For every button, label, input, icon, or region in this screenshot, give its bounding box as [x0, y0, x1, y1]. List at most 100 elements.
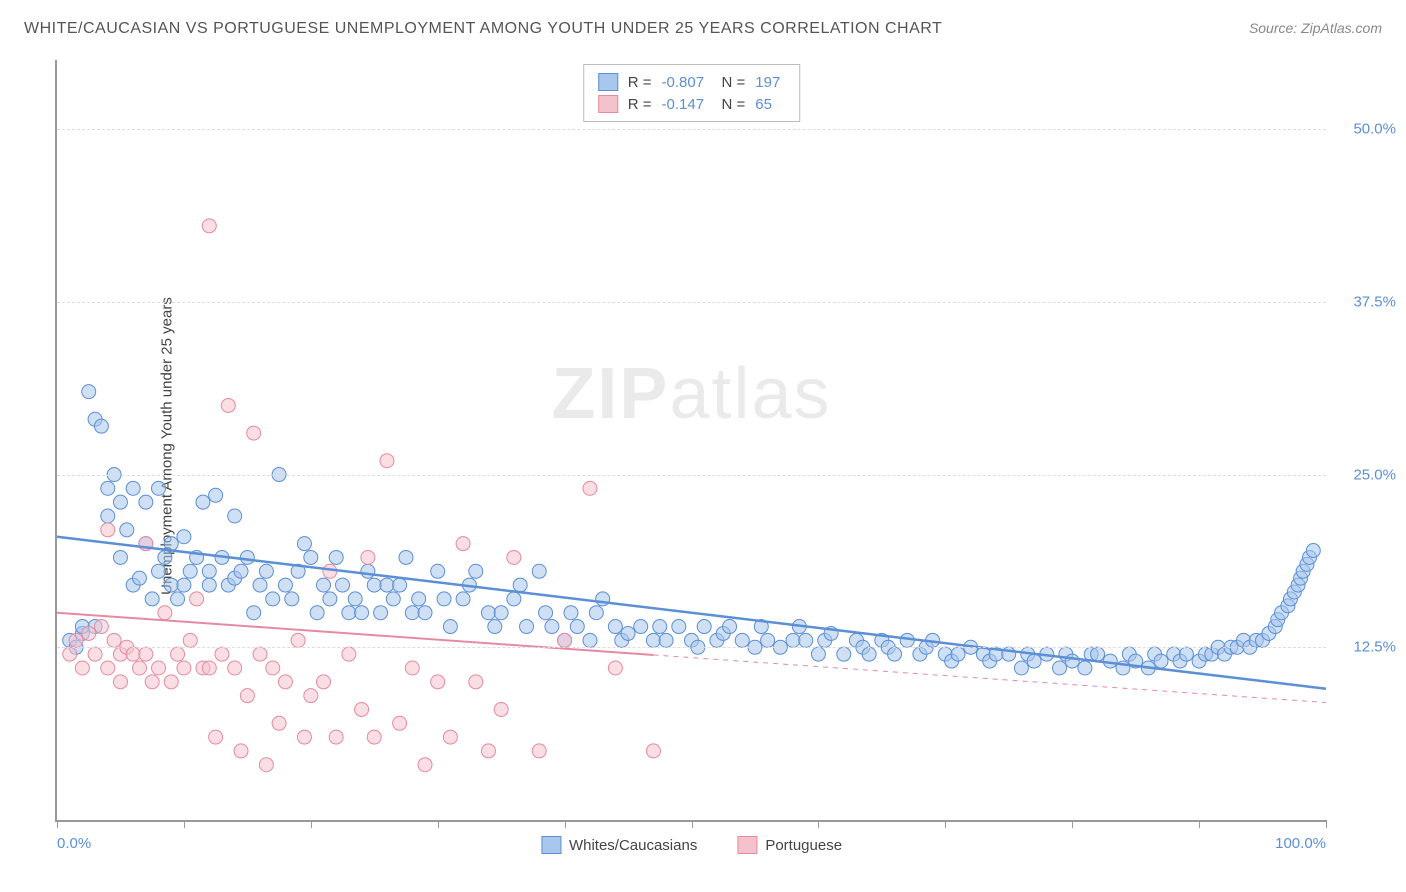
data-point: [259, 758, 273, 772]
data-point: [1154, 654, 1168, 668]
data-point: [126, 647, 140, 661]
data-point: [583, 481, 597, 495]
data-point: [177, 661, 191, 675]
data-point: [196, 495, 210, 509]
data-point: [348, 592, 362, 606]
x-tick: [184, 820, 185, 828]
data-point: [209, 488, 223, 502]
stat-label-r: R =: [628, 96, 652, 113]
data-point: [888, 647, 902, 661]
stat-label-r: R =: [628, 74, 652, 91]
data-point: [190, 592, 204, 606]
data-point: [456, 537, 470, 551]
data-point: [316, 578, 330, 592]
data-point: [431, 564, 445, 578]
data-point: [297, 537, 311, 551]
data-point: [63, 647, 77, 661]
y-tick-label: 37.5%: [1336, 293, 1396, 310]
data-point: [285, 592, 299, 606]
data-point: [253, 578, 267, 592]
data-point: [513, 578, 527, 592]
data-point: [158, 550, 172, 564]
x-tick: [438, 820, 439, 828]
data-point: [405, 661, 419, 675]
data-point: [183, 633, 197, 647]
data-point: [1014, 661, 1028, 675]
data-point: [672, 620, 686, 634]
data-point: [367, 578, 381, 592]
data-point: [291, 633, 305, 647]
data-point: [329, 730, 343, 744]
data-point: [278, 578, 292, 592]
series-legend: Whites/Caucasians Portuguese: [541, 836, 842, 854]
data-point: [221, 398, 235, 412]
data-point: [488, 620, 502, 634]
data-point: [811, 647, 825, 661]
stats-legend: R = -0.807 N = 197 R = -0.147 N = 65: [583, 64, 801, 122]
data-point: [494, 702, 508, 716]
legend-swatch: [598, 73, 618, 91]
data-point: [481, 744, 495, 758]
data-point: [152, 564, 166, 578]
data-point: [1078, 661, 1092, 675]
data-point: [69, 633, 83, 647]
data-point: [228, 661, 242, 675]
legend-item: Portuguese: [737, 836, 842, 854]
data-point: [139, 495, 153, 509]
data-point: [247, 606, 261, 620]
data-point: [126, 481, 140, 495]
gridline: [57, 129, 1326, 130]
page-title: WHITE/CAUCASIAN VS PORTUGUESE UNEMPLOYME…: [24, 20, 942, 38]
data-point: [583, 633, 597, 647]
data-point: [329, 550, 343, 564]
data-point: [393, 716, 407, 730]
data-point: [545, 620, 559, 634]
data-point: [259, 564, 273, 578]
legend-label: Whites/Caucasians: [569, 837, 697, 854]
data-point: [1179, 647, 1193, 661]
data-point: [799, 633, 813, 647]
stat-label-n: N =: [722, 74, 746, 91]
data-point: [342, 606, 356, 620]
data-point: [152, 481, 166, 495]
data-point: [177, 530, 191, 544]
data-point: [113, 550, 127, 564]
data-point: [164, 675, 178, 689]
data-point: [240, 550, 254, 564]
gridline: [57, 302, 1326, 303]
data-point: [481, 606, 495, 620]
data-point: [646, 633, 660, 647]
data-point: [202, 219, 216, 233]
data-point: [336, 578, 350, 592]
data-point: [101, 523, 115, 537]
data-point: [132, 661, 146, 675]
data-point: [101, 509, 115, 523]
data-point: [304, 550, 318, 564]
data-point: [75, 661, 89, 675]
stat-label-n: N =: [722, 96, 746, 113]
data-point: [145, 592, 159, 606]
source-attribution: Source: ZipAtlas.com: [1249, 20, 1382, 36]
data-point: [228, 509, 242, 523]
data-point: [94, 620, 108, 634]
data-point: [316, 675, 330, 689]
data-point: [443, 730, 457, 744]
data-point: [608, 661, 622, 675]
data-point: [132, 571, 146, 585]
stats-row: R = -0.807 N = 197: [598, 71, 786, 93]
x-tick: [945, 820, 946, 828]
data-point: [653, 620, 667, 634]
data-point: [101, 661, 115, 675]
x-tick: [818, 820, 819, 828]
data-point: [735, 633, 749, 647]
data-point: [177, 578, 191, 592]
data-point: [215, 647, 229, 661]
data-point: [469, 564, 483, 578]
legend-item: Whites/Caucasians: [541, 836, 697, 854]
plot-area: ZIPatlas R = -0.807 N = 197 R = -0.147 N…: [55, 60, 1326, 822]
legend-label: Portuguese: [765, 837, 842, 854]
data-point: [145, 675, 159, 689]
data-point: [82, 385, 96, 399]
data-point: [202, 564, 216, 578]
data-point: [951, 647, 965, 661]
